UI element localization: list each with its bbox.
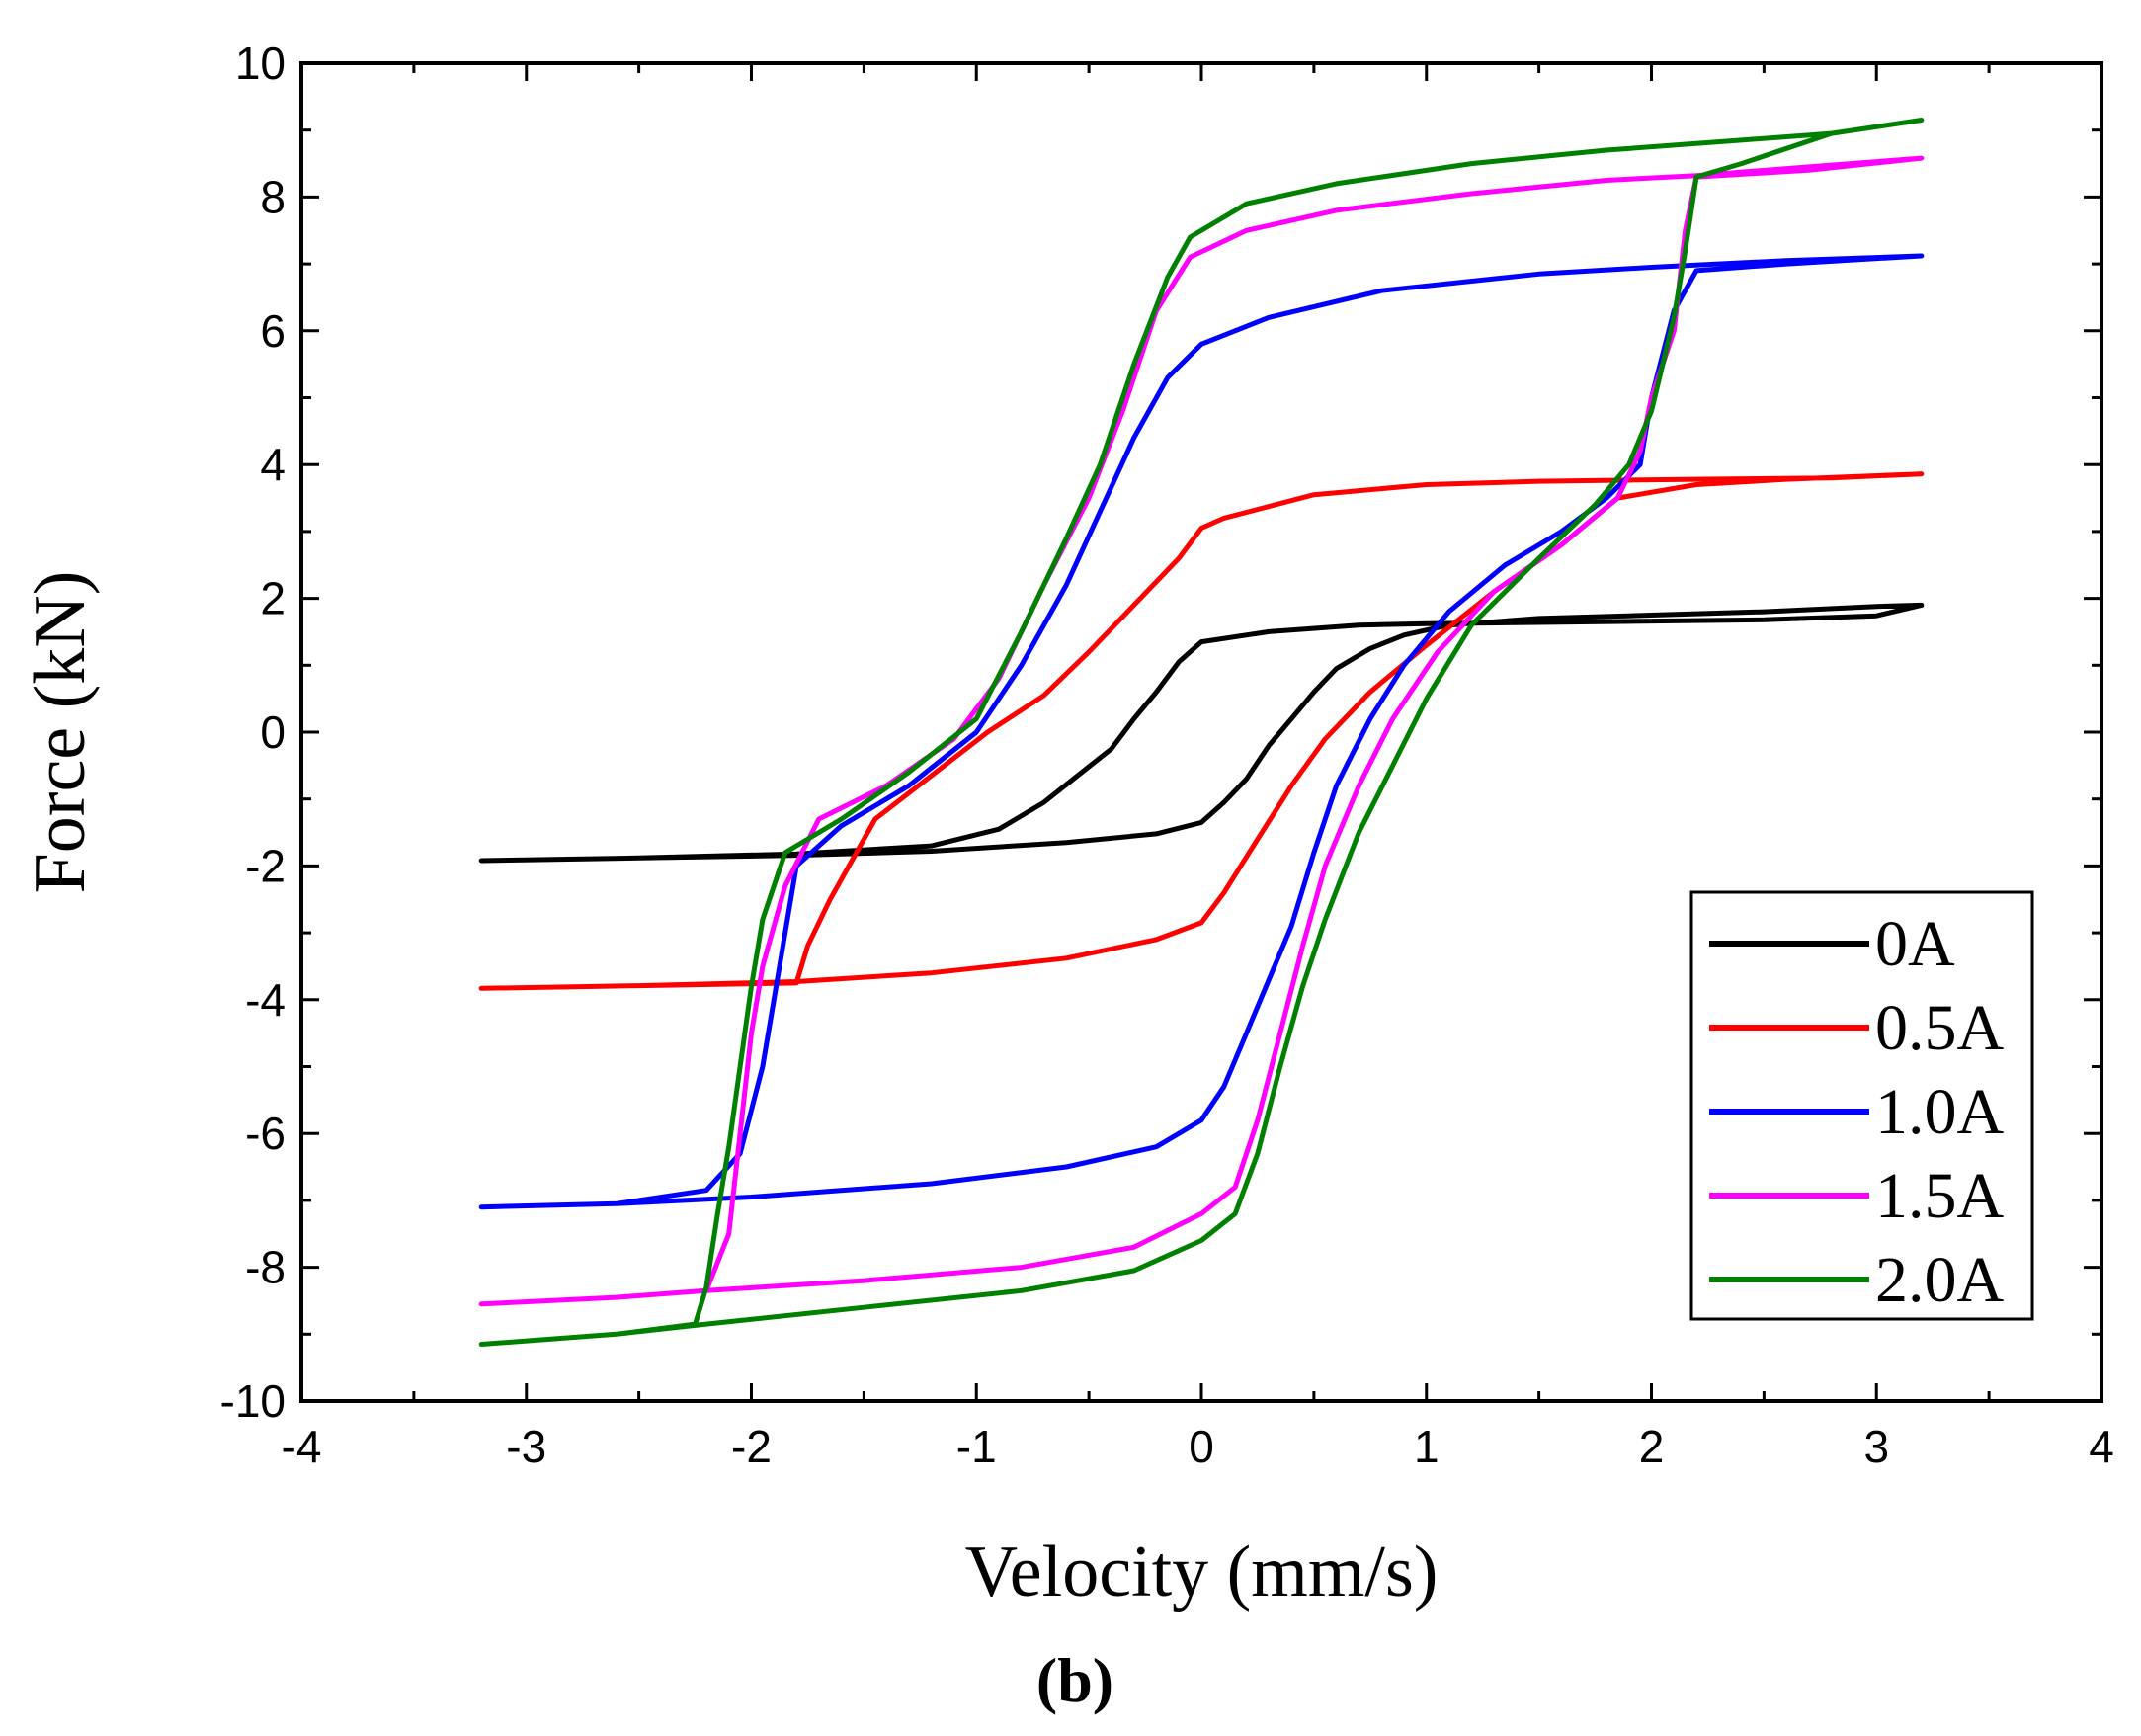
x-tick-label: 4 (2089, 1421, 2114, 1472)
x-tick-label: -2 (731, 1421, 772, 1472)
legend-label-1-5a: 1.5A (1875, 1160, 2005, 1232)
legend: 0A 0.5A 1.0A 1.5A 2.0A (1689, 890, 2034, 1321)
y-tick-label: 4 (260, 439, 286, 490)
x-tick-label: -1 (956, 1421, 997, 1472)
series-layer (478, 118, 1925, 1347)
x-tick-label: 3 (1863, 1421, 1889, 1472)
y-tick-label: 6 (260, 305, 286, 357)
series-line-2-0a (478, 118, 1925, 1347)
series-line-0-5a (478, 471, 1925, 991)
y-axis-label: Force (kN) (20, 571, 101, 894)
y-tick-label: 8 (260, 171, 286, 222)
legend-label-0-5a: 0.5A (1875, 992, 2005, 1064)
legend-label-0a: 0A (1875, 908, 1955, 980)
y-tick-label: 0 (260, 706, 286, 758)
series-line-1-0a (478, 253, 1925, 1210)
y-tick-label: 2 (260, 573, 286, 624)
x-tick-label: 2 (1639, 1421, 1665, 1472)
x-tick-label: -3 (506, 1421, 546, 1472)
legend-label-2-0a: 2.0A (1875, 1244, 2005, 1316)
y-tick-label: 10 (235, 38, 286, 89)
y-tick-label: -10 (220, 1375, 286, 1427)
y-tick-label: -6 (245, 1108, 286, 1159)
figure-caption: (b) (1036, 1645, 1113, 1715)
y-tick-labels: -10 -8 -6 -4 -2 0 2 4 6 8 10 (220, 38, 286, 1427)
x-tick-label: 1 (1414, 1421, 1440, 1472)
legend-box (1689, 890, 2034, 1321)
series-line-0a (478, 602, 1925, 864)
legend-label-1-0a: 1.0A (1875, 1076, 2005, 1148)
y-tick-label: -4 (245, 974, 286, 1026)
x-tick-label: -4 (282, 1421, 322, 1472)
legend-entries: 0A 0.5A 1.0A 1.5A 2.0A (1709, 908, 2005, 1316)
ticks-layer (299, 61, 2103, 1403)
series-line-1-5a (478, 155, 1925, 1307)
x-tick-label: 0 (1189, 1421, 1214, 1472)
x-tick-labels: -4 -3 -2 -1 0 1 2 3 4 (282, 1421, 2114, 1472)
y-tick-label: -8 (245, 1242, 286, 1293)
y-tick-label: -2 (245, 840, 286, 891)
x-axis-label: Velocity (mm/s) (965, 1531, 1439, 1612)
